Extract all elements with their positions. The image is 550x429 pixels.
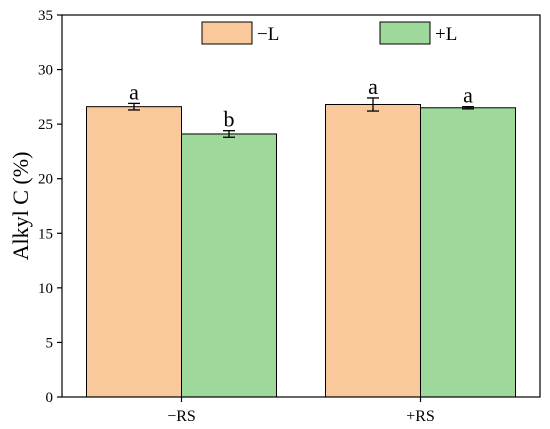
- y-axis: 0 5 10 15 20 25 30 35: [38, 8, 62, 406]
- legend-swatch-plus-l: [379, 21, 431, 45]
- legend-swatch-minus-l: [201, 21, 253, 45]
- legend-label-plus-l: +L: [435, 24, 457, 45]
- y-tick-label-0: 0: [46, 390, 54, 406]
- y-tick-label-20: 20: [38, 172, 53, 188]
- y-tick-label-15: 15: [38, 226, 53, 242]
- significance-letter: b: [224, 107, 235, 132]
- significance-letter: a: [368, 74, 378, 99]
- legend: −L +L: [201, 21, 457, 45]
- significance-letters-layer: a b a a: [129, 74, 473, 132]
- y-tick-label-25: 25: [38, 117, 53, 133]
- error-bars-layer: [128, 97, 474, 138]
- y-tick-label-30: 30: [38, 63, 53, 79]
- significance-letter: a: [129, 79, 139, 104]
- bars-layer: [86, 103, 516, 398]
- y-tick-label-5: 5: [46, 335, 54, 351]
- x-tick-label-0: −RS: [167, 408, 196, 425]
- significance-letter: a: [463, 83, 473, 108]
- bar-minus-l-plus-rs: [325, 103, 421, 398]
- bar-plus-l-plus-rs: [420, 107, 516, 398]
- bar-minus-l-minus-rs: [86, 106, 182, 398]
- x-tick-label-1: +RS: [406, 408, 435, 425]
- plot-frame: [61, 14, 541, 398]
- x-axis: −RS +RS: [167, 397, 435, 425]
- y-tick-label-10: 10: [38, 281, 53, 297]
- bar-plus-l-minus-rs: [181, 133, 277, 398]
- y-tick-label-35: 35: [38, 8, 53, 24]
- y-axis-label: Alkyl C (%): [8, 152, 33, 261]
- legend-label-minus-l: −L: [257, 24, 279, 45]
